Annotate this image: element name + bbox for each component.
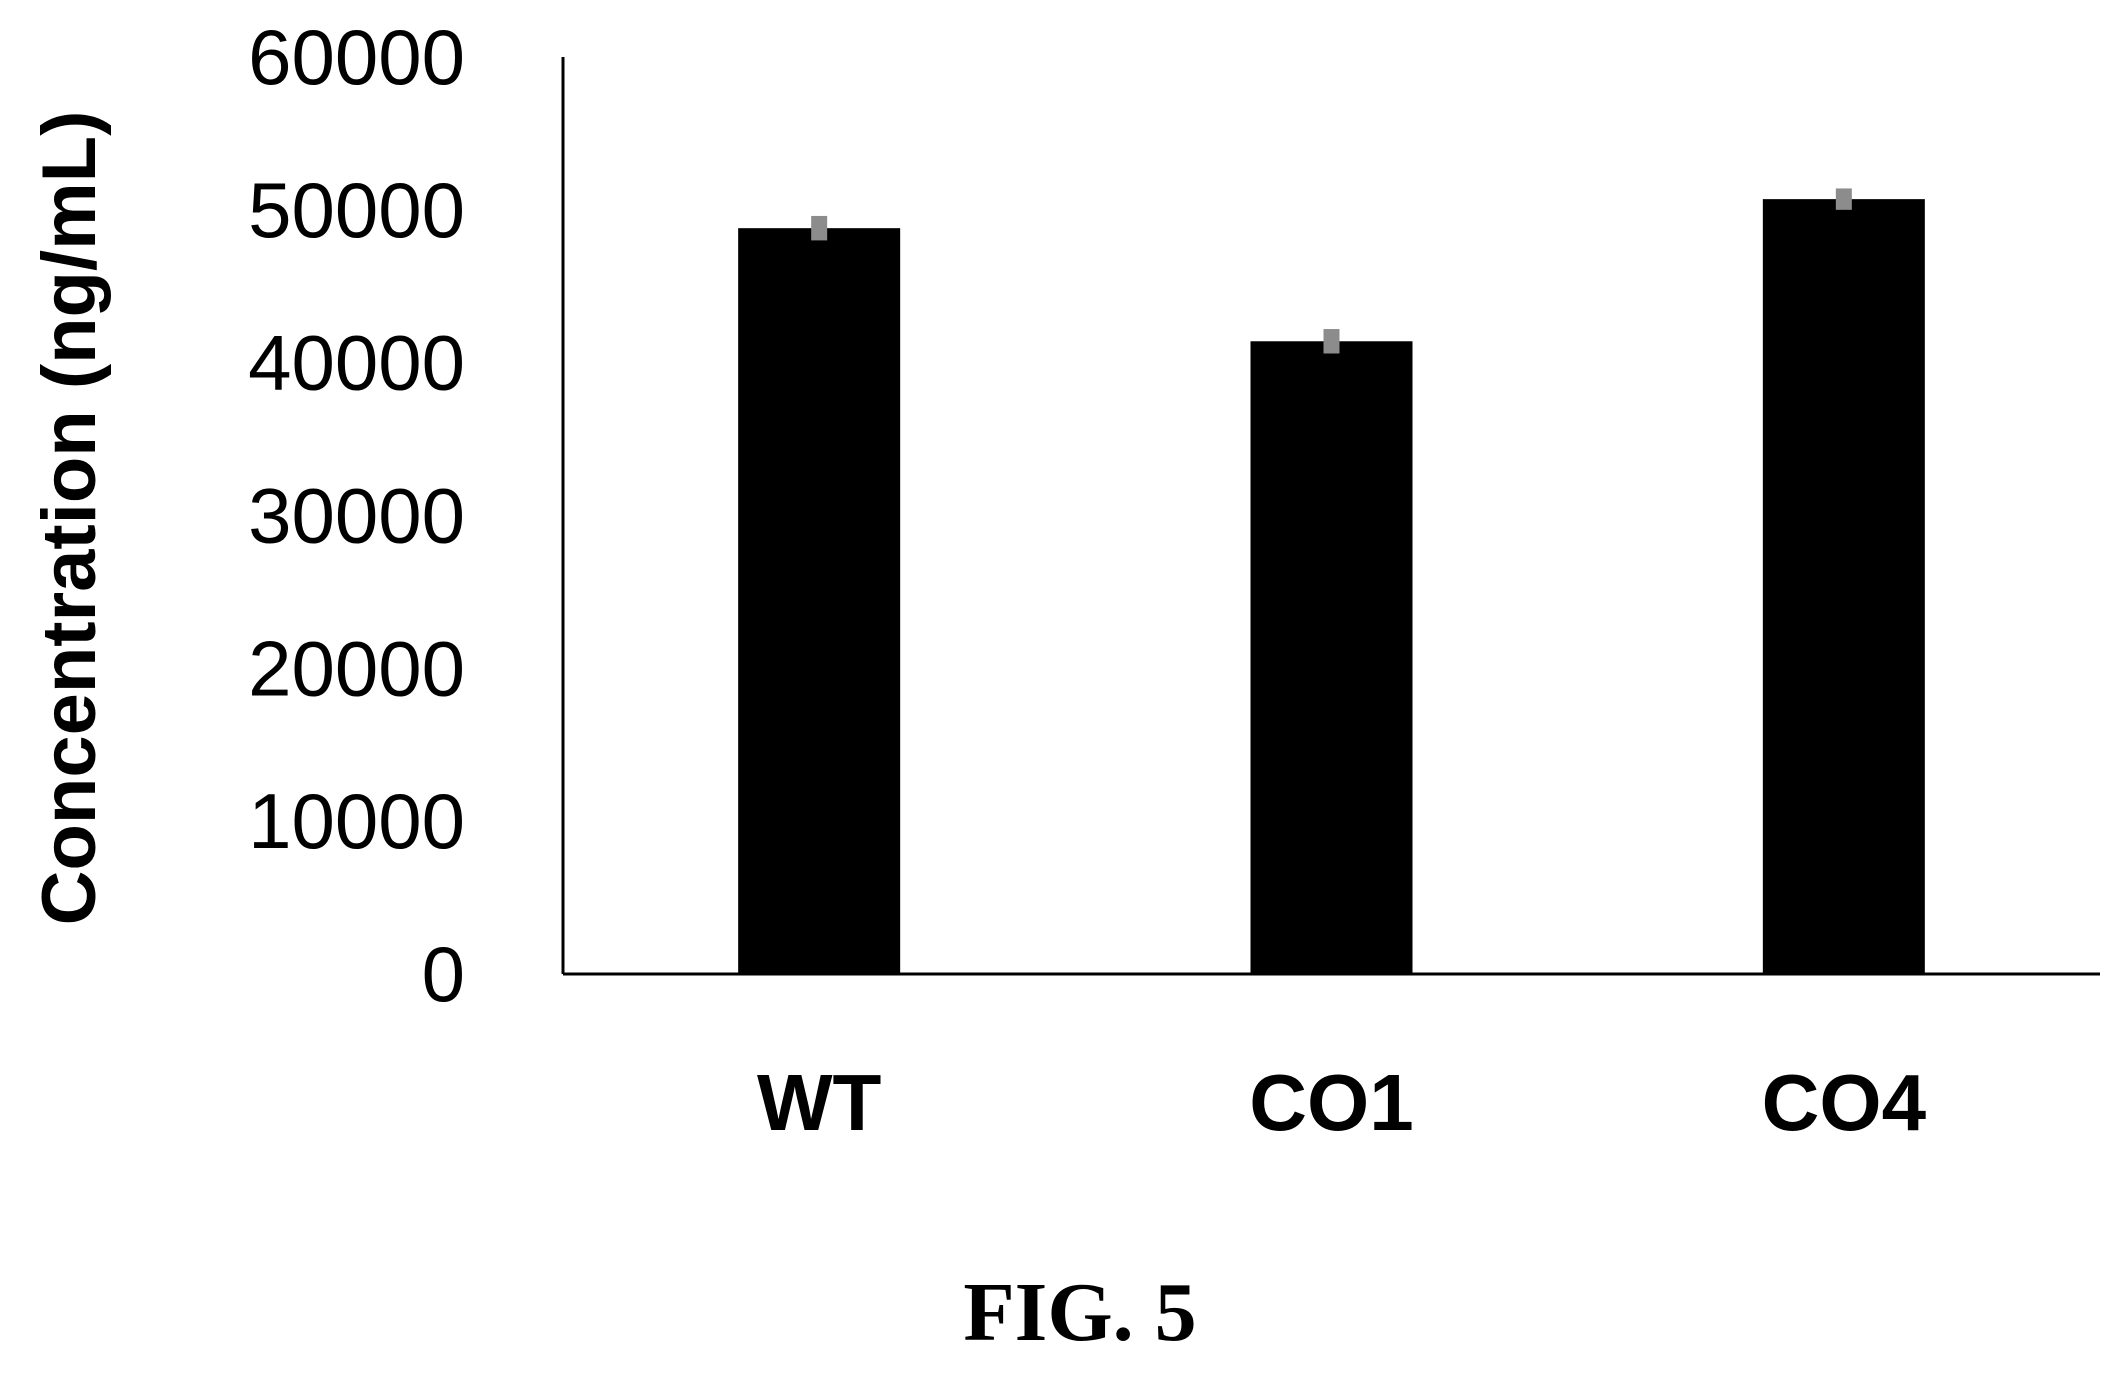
- y-tick-label: 30000: [248, 472, 465, 560]
- x-category-label-wt: WT: [757, 1058, 882, 1147]
- bars: [738, 199, 1925, 974]
- y-tick-label: 10000: [248, 777, 465, 865]
- y-tick-label: 60000: [248, 13, 465, 101]
- bar-wt: [738, 228, 901, 974]
- error-bars: [811, 188, 1852, 354]
- error-bar-co4: [1835, 188, 1852, 210]
- x-axis-category-labels: WT CO1 CO4: [757, 1058, 1927, 1147]
- bar-co1: [1250, 341, 1413, 974]
- x-category-label-co4: CO4: [1762, 1058, 1927, 1147]
- y-tick-label: 40000: [248, 319, 465, 407]
- error-bar-wt: [811, 215, 828, 241]
- y-tick-label: 50000: [248, 166, 465, 254]
- bar-co4: [1762, 199, 1925, 974]
- error-bar-co1: [1323, 329, 1340, 354]
- figure-caption: FIG. 5: [963, 1266, 1196, 1359]
- y-axis-title: Concentration (ng/mL): [27, 111, 112, 926]
- y-tick-label: 20000: [248, 624, 465, 712]
- y-tick-label: 0: [422, 930, 465, 1018]
- x-category-label-co1: CO1: [1249, 1058, 1414, 1147]
- y-axis-ticks: 0 10000 20000 30000 40000 50000 60000: [248, 13, 465, 1018]
